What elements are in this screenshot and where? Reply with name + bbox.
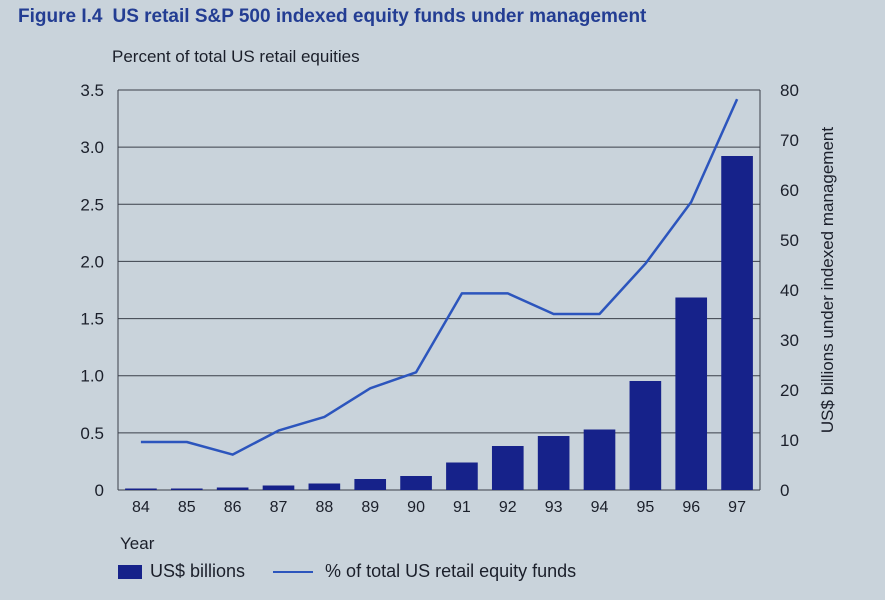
- bar: [446, 462, 478, 490]
- x-tick-label: 91: [453, 499, 471, 516]
- right-tick-label: 50: [780, 231, 799, 250]
- right-tick-label: 70: [780, 131, 799, 150]
- left-tick-label: 2.0: [80, 252, 104, 271]
- bar: [308, 483, 341, 490]
- bar: [216, 487, 249, 490]
- left-tick-label: 3.0: [80, 138, 104, 157]
- bar: [675, 297, 708, 490]
- right-tick-label: 10: [780, 431, 799, 450]
- figure-number: Figure I.4: [18, 6, 103, 27]
- x-tick-label: 90: [407, 499, 425, 516]
- left-tick-label: 1.0: [80, 367, 104, 386]
- bar: [491, 446, 524, 490]
- figure-title: Figure I.4 US retail S&P 500 indexed equi…: [18, 6, 646, 28]
- left-axis-label: Percent of total US retail equities: [112, 47, 360, 66]
- series-line: [140, 98, 739, 456]
- x-tick-label: 88: [315, 499, 333, 516]
- right-tick-label: 30: [780, 331, 799, 350]
- bar: [629, 381, 662, 490]
- x-tick-label: 89: [361, 499, 379, 516]
- x-tick-label: 96: [682, 499, 700, 516]
- right-tick-label: 20: [780, 381, 799, 400]
- bar: [400, 476, 432, 490]
- x-tick-label: 93: [545, 499, 563, 516]
- bar: [721, 156, 753, 490]
- x-tick-label: 85: [178, 499, 196, 516]
- bar: [537, 436, 570, 490]
- left-tick-label: 0.5: [80, 424, 104, 443]
- bar: [583, 429, 616, 490]
- x-tick-label: 92: [499, 499, 517, 516]
- right-tick-label: 40: [780, 281, 799, 300]
- x-tick-label: 97: [728, 499, 746, 516]
- bar: [170, 488, 203, 490]
- figure-title-text: US retail S&P 500 indexed equity funds u…: [112, 6, 647, 27]
- left-tick-label: 3.5: [80, 81, 104, 100]
- right-tick-label: 80: [780, 81, 799, 100]
- x-tick-label: 94: [591, 499, 609, 516]
- bar: [125, 488, 157, 490]
- right-tick-label: 0: [780, 481, 789, 500]
- x-tick-label: 87: [270, 499, 288, 516]
- legend: US$ billions % of total US retail equity…: [118, 561, 576, 582]
- x-axis-label: Year: [120, 534, 155, 553]
- right-tick-label: 60: [780, 181, 799, 200]
- legend-line-label: % of total US retail equity funds: [325, 561, 577, 581]
- left-tick-label: 2.5: [80, 195, 104, 214]
- left-tick-label: 0: [95, 481, 104, 500]
- x-tick-label: 95: [636, 499, 654, 516]
- x-tick-label: 86: [224, 499, 242, 516]
- bar: [354, 479, 387, 490]
- left-tick-label: 1.5: [80, 310, 104, 329]
- legend-bar-swatch: [118, 564, 142, 579]
- x-tick-label: 84: [132, 499, 150, 516]
- legend-line-swatch: [273, 570, 314, 573]
- bar: [262, 485, 295, 490]
- legend-bar-label: US$ billions: [150, 561, 246, 581]
